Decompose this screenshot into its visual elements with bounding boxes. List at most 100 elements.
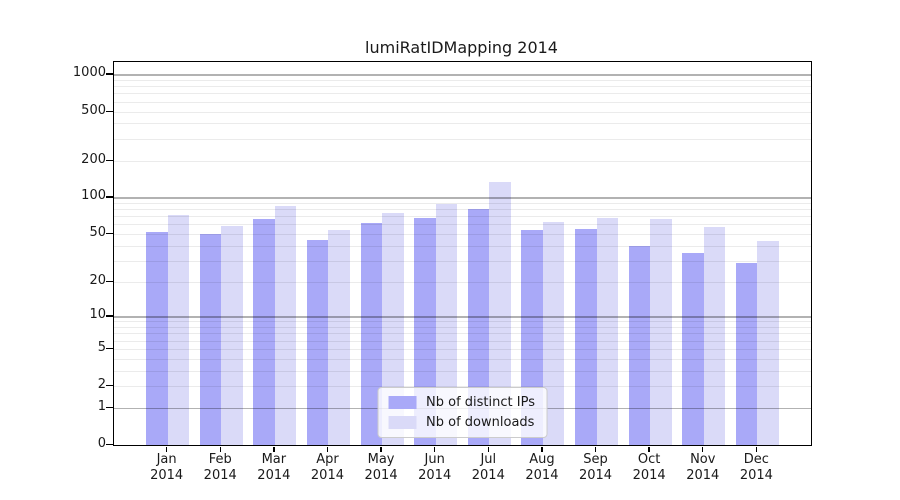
gridline-20 bbox=[114, 281, 811, 283]
x-axis-tick-oct bbox=[648, 446, 650, 452]
gridline-10 bbox=[114, 316, 811, 318]
gridline-900 bbox=[114, 80, 811, 82]
bar-downloads-sep bbox=[596, 217, 619, 445]
y-axis-tick-0 bbox=[106, 444, 113, 446]
y-axis-tick-20 bbox=[106, 280, 113, 283]
y-axis-tick-200 bbox=[106, 159, 113, 161]
bar-downloads-jul bbox=[489, 182, 511, 445]
y-axis-tick-50 bbox=[106, 233, 113, 235]
x-tick-label-feb: Feb 2014 bbox=[203, 452, 237, 483]
y-tick-label-10: 10 bbox=[89, 307, 106, 323]
gridline-1000 bbox=[114, 74, 811, 76]
bar-ips-may bbox=[360, 222, 383, 445]
gridline-200 bbox=[114, 160, 811, 162]
legend-swatch-distinct-ips bbox=[388, 396, 417, 409]
bar-downloads-may bbox=[382, 212, 404, 445]
x-axis-tick-feb bbox=[219, 446, 221, 452]
x-tick-label-nov: Nov 2014 bbox=[686, 452, 720, 483]
y-axis-tick-10 bbox=[106, 315, 113, 317]
bar-downloads-jan bbox=[167, 214, 190, 445]
x-tick-label-jan: Jan 2014 bbox=[150, 452, 184, 483]
x-axis-tick-jun bbox=[433, 446, 436, 452]
gridline-5 bbox=[114, 348, 811, 350]
gridline-6 bbox=[114, 340, 811, 342]
x-axis-tick-sep bbox=[594, 446, 597, 452]
bar-downloads-nov bbox=[703, 227, 726, 445]
x-tick-label-aug: Aug 2014 bbox=[525, 452, 559, 483]
y-tick-label-20: 20 bbox=[89, 272, 106, 288]
legend-label-distinct-ips: Nb of distinct IPs bbox=[426, 395, 535, 410]
plot-area: Nb of distinct IPs Nb of downloads bbox=[113, 61, 812, 446]
x-axis-tick-jan bbox=[165, 446, 168, 452]
gridline-30 bbox=[114, 260, 811, 262]
y-tick-label-2: 2 bbox=[97, 377, 106, 393]
gridline-40 bbox=[114, 245, 811, 247]
x-axis-tick-mar bbox=[273, 446, 275, 452]
legend-swatch-downloads bbox=[388, 416, 417, 429]
gridline-2 bbox=[114, 386, 811, 388]
y-axis-tick-5 bbox=[106, 347, 113, 350]
y-tick-label-5: 5 bbox=[97, 339, 106, 355]
y-tick-label-100: 100 bbox=[81, 188, 106, 204]
y-tick-label-1: 1 bbox=[97, 398, 106, 414]
legend-label-downloads: Nb of downloads bbox=[426, 415, 535, 430]
bar-ips-mar bbox=[253, 219, 275, 445]
y-tick-label-200: 200 bbox=[81, 151, 106, 167]
gridline-600 bbox=[114, 101, 811, 103]
bar-ips-feb bbox=[199, 234, 222, 445]
gridline-7 bbox=[114, 333, 811, 335]
bar-downloads-dec bbox=[757, 240, 779, 445]
y-tick-label-0: 0 bbox=[97, 436, 106, 451]
gridline-4 bbox=[114, 358, 811, 360]
y-axis-tick-1 bbox=[106, 406, 113, 409]
y-axis-tick-500 bbox=[106, 110, 113, 112]
y-tick-label-1000: 1000 bbox=[72, 65, 106, 81]
bar-ips-nov bbox=[682, 252, 704, 445]
legend-item-distinct-ips: Nb of distinct IPs bbox=[388, 395, 535, 410]
gridline-80 bbox=[114, 209, 811, 211]
gridline-500 bbox=[114, 111, 811, 113]
gridline-3 bbox=[114, 370, 811, 372]
bar-ips-dec bbox=[735, 262, 758, 445]
gridline-60 bbox=[114, 224, 811, 226]
x-tick-label-oct: Oct 2014 bbox=[632, 452, 666, 483]
bar-ips-sep bbox=[575, 229, 597, 445]
x-tick-label-jun: Jun 2014 bbox=[418, 452, 452, 483]
x-tick-label-jul: Jul 2014 bbox=[471, 452, 505, 483]
gridline-70 bbox=[114, 216, 811, 218]
x-axis-tick-aug bbox=[541, 446, 543, 452]
y-axis-tick-2 bbox=[106, 385, 113, 387]
bar-downloads-mar bbox=[274, 206, 297, 445]
gridline-50 bbox=[114, 234, 811, 236]
bar-ips-jul bbox=[467, 208, 490, 445]
bar-downloads-feb bbox=[221, 226, 243, 445]
chart-title: lumiRatIDMapping 2014 bbox=[365, 38, 558, 57]
legend-item-downloads: Nb of downloads bbox=[388, 415, 535, 430]
x-axis-tick-nov bbox=[702, 446, 704, 452]
bar-downloads-jun bbox=[435, 204, 458, 445]
x-axis-tick-apr bbox=[326, 446, 329, 452]
legend: Nb of distinct IPs Nb of downloads bbox=[377, 387, 548, 438]
gridline-8 bbox=[114, 327, 811, 329]
gridline-700 bbox=[114, 93, 811, 95]
y-tick-label-500: 500 bbox=[81, 102, 106, 118]
x-tick-label-apr: Apr 2014 bbox=[310, 452, 344, 483]
y-tick-label-50: 50 bbox=[89, 225, 106, 241]
x-axis-tick-dec bbox=[755, 446, 758, 452]
bar-downloads-aug bbox=[542, 221, 565, 445]
y-axis-tick-1000 bbox=[106, 73, 113, 75]
gridline-90 bbox=[114, 203, 811, 205]
gridline-9 bbox=[114, 321, 811, 323]
x-axis-tick-jul bbox=[487, 446, 489, 452]
x-tick-label-may: May 2014 bbox=[364, 452, 398, 483]
x-axis-tick-may bbox=[380, 446, 382, 452]
bar-downloads-oct bbox=[650, 219, 672, 445]
gridline-800 bbox=[114, 86, 811, 88]
x-tick-label-dec: Dec 2014 bbox=[739, 452, 773, 483]
gridline-400 bbox=[114, 123, 811, 125]
y-axis-tick-100 bbox=[106, 196, 113, 198]
bar-ips-apr bbox=[306, 239, 329, 445]
bar-ips-oct bbox=[628, 245, 651, 445]
bar-ips-jan bbox=[146, 232, 168, 445]
